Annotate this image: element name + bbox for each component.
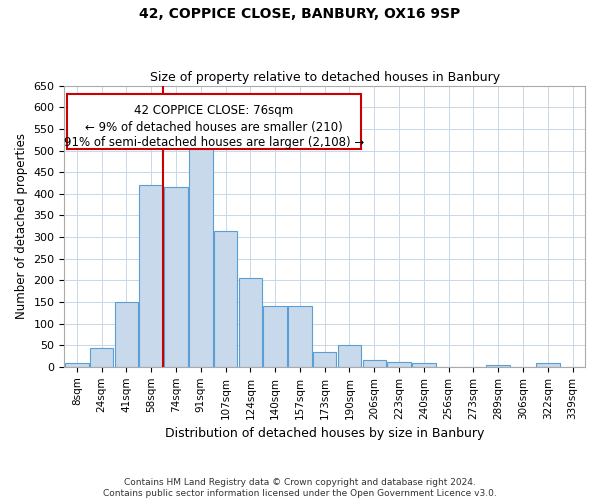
Bar [164, 188, 188, 367]
Bar [412, 364, 436, 367]
Bar [338, 345, 361, 367]
Bar [288, 306, 311, 367]
Bar [487, 364, 510, 367]
Bar [189, 138, 212, 367]
Bar [65, 364, 89, 367]
Text: 91% of semi-detached houses are larger (2,108) →: 91% of semi-detached houses are larger (… [64, 136, 364, 148]
Bar [139, 185, 163, 367]
FancyBboxPatch shape [67, 94, 361, 149]
Bar [387, 362, 411, 367]
Bar [214, 230, 238, 367]
Bar [239, 278, 262, 367]
Bar [313, 352, 337, 367]
Bar [115, 302, 138, 367]
Bar [263, 306, 287, 367]
Bar [90, 348, 113, 367]
Text: ← 9% of detached houses are smaller (210): ← 9% of detached houses are smaller (210… [85, 121, 343, 134]
Bar [536, 364, 560, 367]
X-axis label: Distribution of detached houses by size in Banbury: Distribution of detached houses by size … [165, 427, 484, 440]
Text: 42 COPPICE CLOSE: 76sqm: 42 COPPICE CLOSE: 76sqm [134, 104, 293, 117]
Text: 42, COPPICE CLOSE, BANBURY, OX16 9SP: 42, COPPICE CLOSE, BANBURY, OX16 9SP [139, 8, 461, 22]
Text: Contains HM Land Registry data © Crown copyright and database right 2024.
Contai: Contains HM Land Registry data © Crown c… [103, 478, 497, 498]
Bar [362, 360, 386, 367]
Y-axis label: Number of detached properties: Number of detached properties [15, 133, 28, 319]
Title: Size of property relative to detached houses in Banbury: Size of property relative to detached ho… [149, 72, 500, 85]
